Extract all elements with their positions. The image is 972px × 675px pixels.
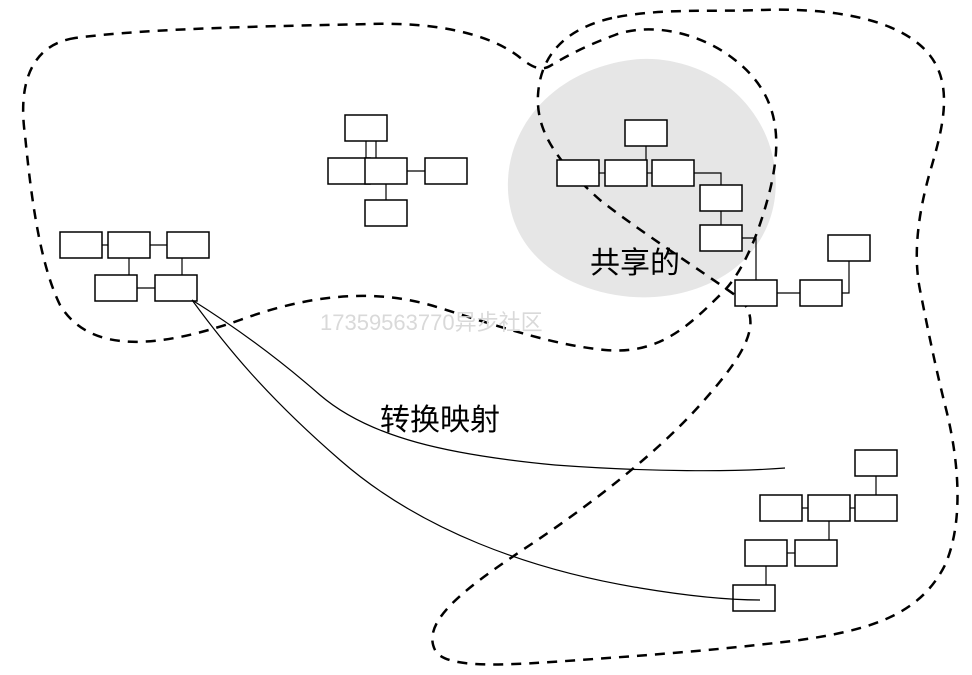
- node-box: [828, 235, 870, 261]
- node-box: [425, 158, 467, 184]
- node-box: [760, 495, 802, 521]
- mapping-curve: [192, 300, 785, 471]
- node-box: [108, 232, 150, 258]
- node-box: [155, 275, 197, 301]
- node-box: [855, 495, 897, 521]
- venn-diagram: [0, 0, 972, 675]
- node-box: [625, 120, 667, 146]
- mapping-curve: [192, 300, 760, 600]
- node-box: [328, 158, 370, 184]
- node-box: [800, 280, 842, 306]
- node-box: [700, 225, 742, 251]
- node-box: [700, 185, 742, 211]
- node-box: [605, 160, 647, 186]
- node-box: [795, 540, 837, 566]
- node-box: [557, 160, 599, 186]
- node-box: [733, 585, 775, 611]
- node-box: [735, 280, 777, 306]
- node-box: [345, 115, 387, 141]
- mapping-label: 转换映射: [380, 395, 500, 439]
- node-box: [652, 160, 694, 186]
- node-box: [365, 200, 407, 226]
- node-box: [365, 158, 407, 184]
- node-box: [60, 232, 102, 258]
- node-link: [842, 261, 849, 293]
- shared-label: 共享的: [590, 238, 680, 282]
- node-box: [167, 232, 209, 258]
- node-box: [808, 495, 850, 521]
- node-box: [745, 540, 787, 566]
- node-box: [855, 450, 897, 476]
- node-box: [95, 275, 137, 301]
